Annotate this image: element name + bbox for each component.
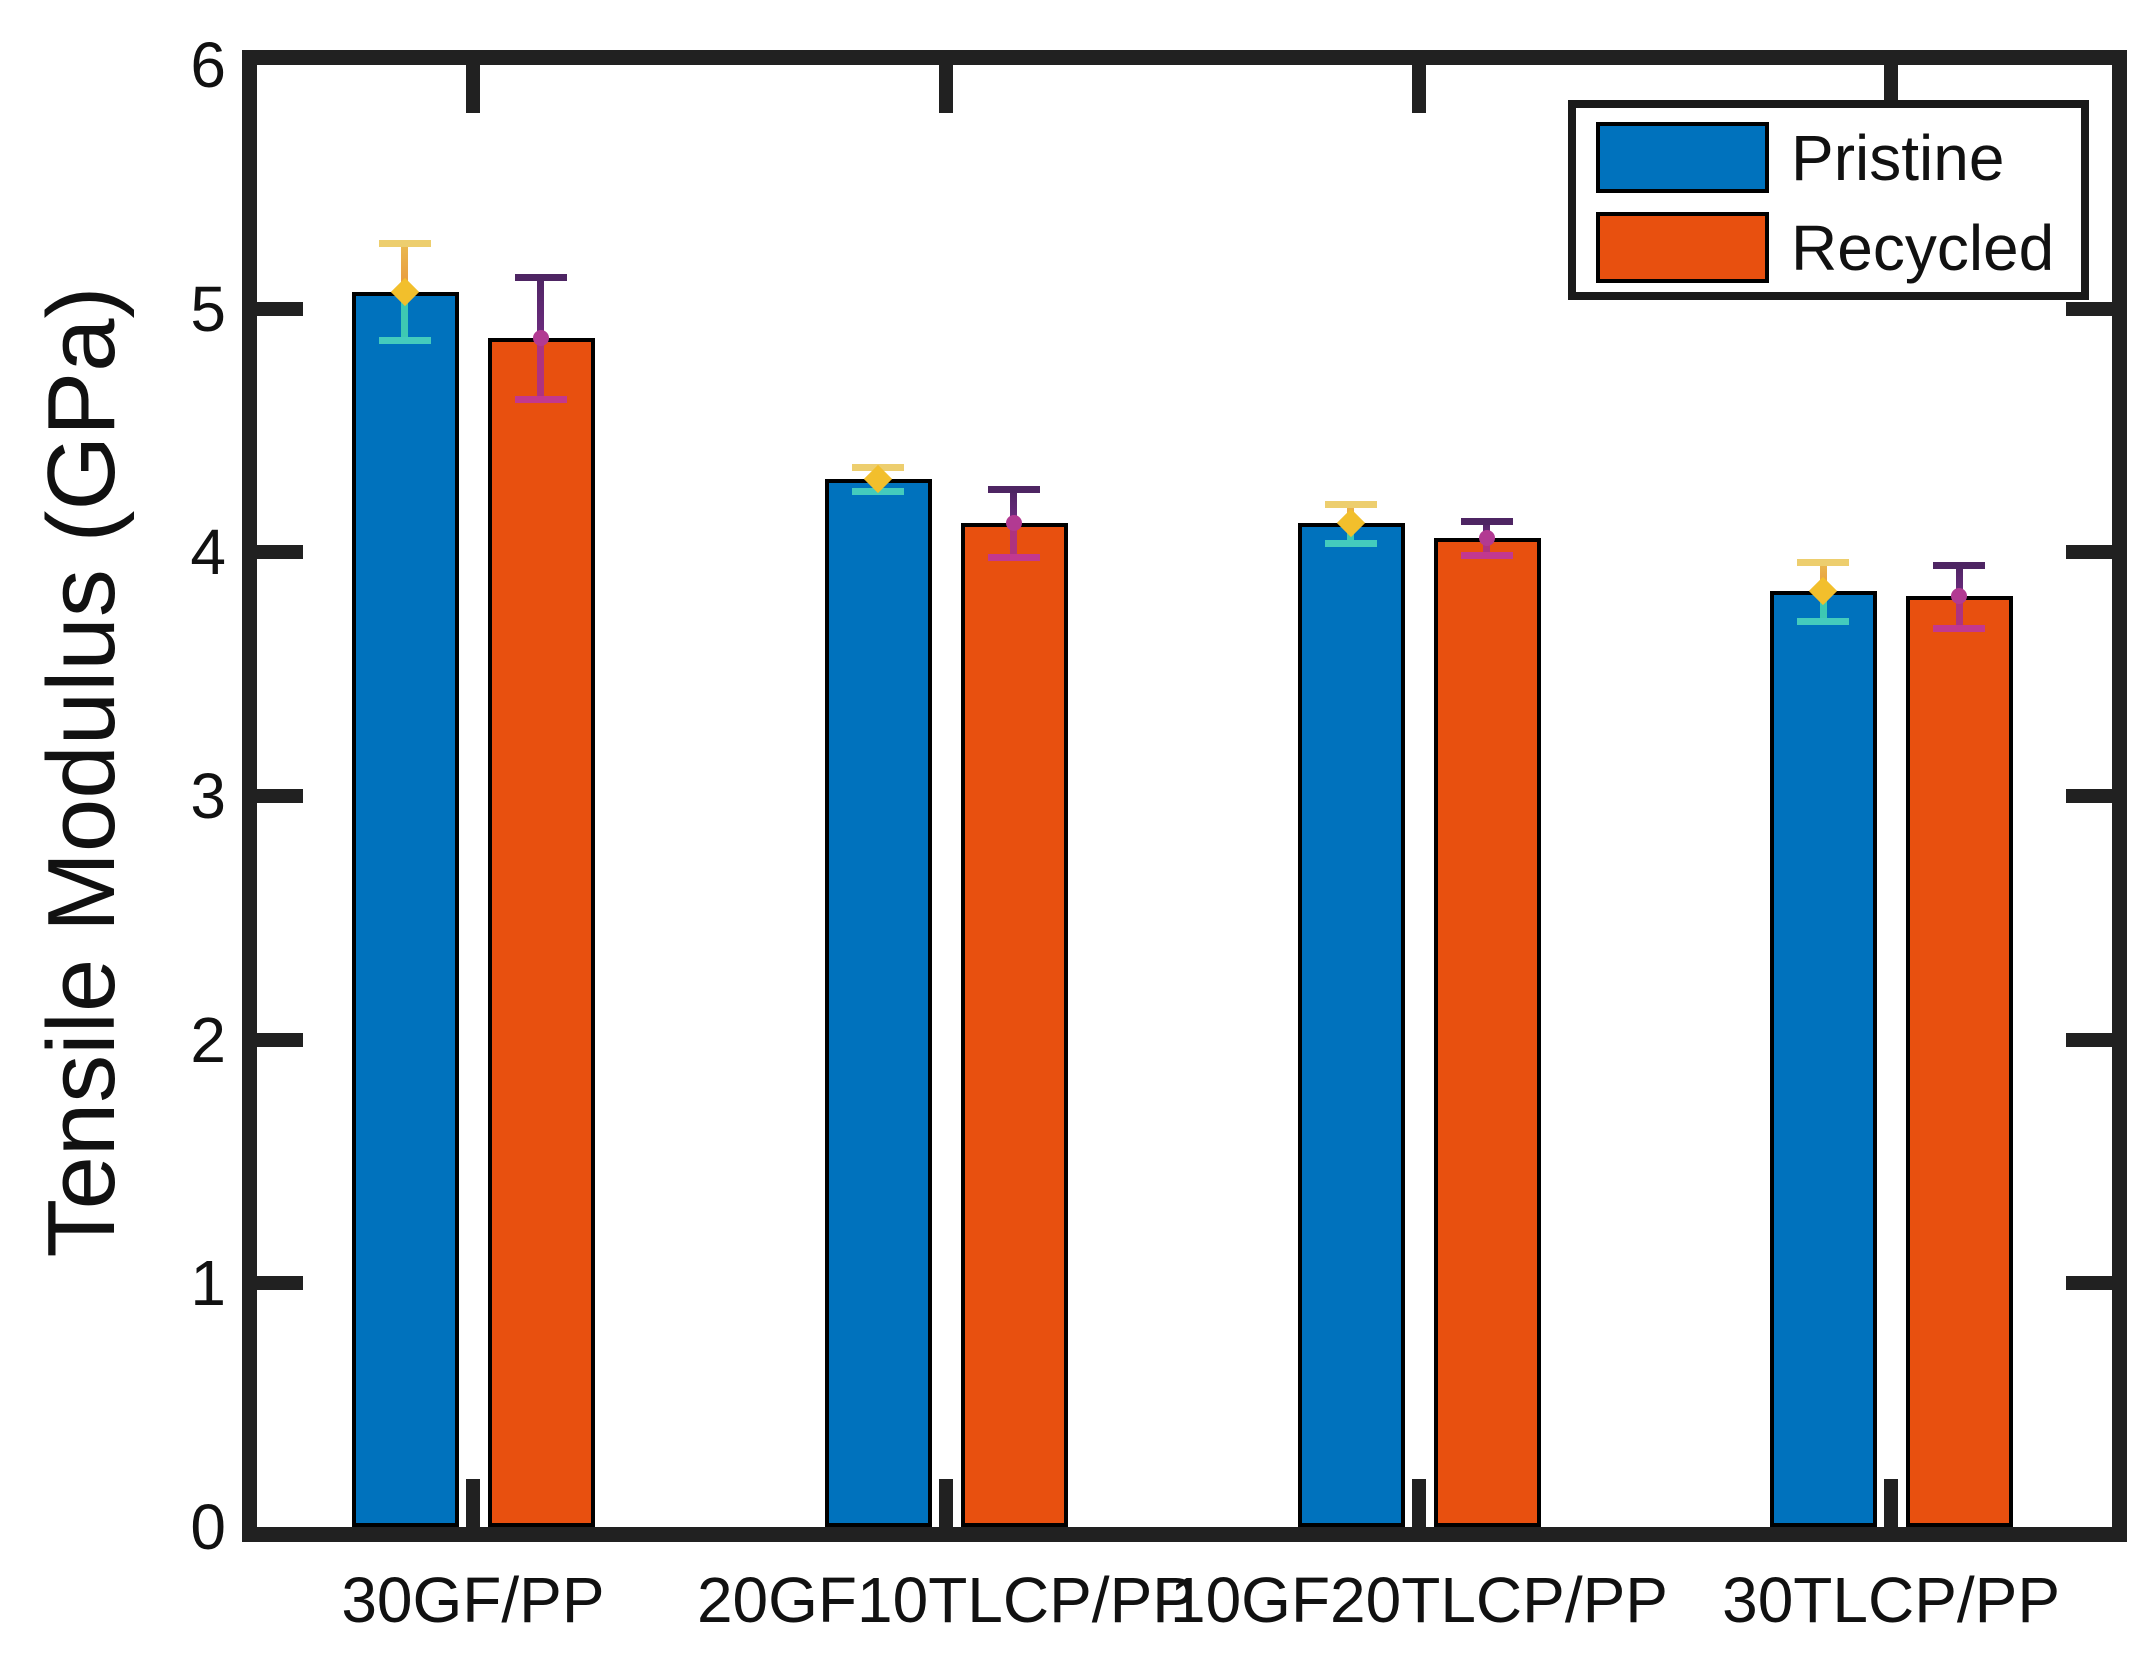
error-stem-upper bbox=[401, 242, 409, 292]
error-cap-bottom bbox=[514, 395, 567, 403]
bar-recycled-30GF/PP bbox=[487, 337, 595, 1527]
x-tick-bottom-1 bbox=[465, 1479, 480, 1527]
x-tick-label-10GF20TLCP/PP: 10GF20TLCP/PP bbox=[1169, 1564, 1668, 1636]
bar-pristine-30TLCP/PP bbox=[1770, 591, 1878, 1527]
error-cap-bottom bbox=[1324, 539, 1377, 547]
legend: Pristine Recycled bbox=[1568, 100, 2089, 300]
y-tick-label-1: 1 bbox=[190, 1247, 226, 1320]
error-cap-top bbox=[514, 273, 567, 281]
x-tick-label-20GF10TLCP/PP: 20GF10TLCP/PP bbox=[696, 1564, 1195, 1636]
error-marker bbox=[1951, 588, 1968, 605]
y-tick-label-2: 2 bbox=[190, 1003, 226, 1076]
y-tick-left-5 bbox=[257, 301, 303, 316]
x-tick-label-30GF/PP: 30GF/PP bbox=[341, 1564, 605, 1636]
error-stem-lower bbox=[1010, 523, 1018, 558]
y-tick-label-4: 4 bbox=[190, 516, 226, 589]
y-tick-right-4 bbox=[2066, 545, 2112, 560]
y-tick-label-6: 6 bbox=[190, 29, 226, 101]
error-stem-lower bbox=[1955, 596, 1963, 628]
error-cap-bottom bbox=[987, 554, 1040, 562]
error-cap-bottom bbox=[378, 337, 431, 345]
bar-pristine-30GF/PP bbox=[351, 291, 459, 1527]
y-tick-left-1 bbox=[257, 1276, 303, 1291]
y-tick-left-4 bbox=[257, 545, 303, 560]
x-tick-top-1 bbox=[465, 65, 480, 113]
error-cap-top bbox=[1460, 517, 1513, 525]
y-tick-right-2 bbox=[2066, 1032, 2112, 1047]
x-tick-bottom-4 bbox=[1884, 1479, 1899, 1527]
x-tick-bottom-2 bbox=[938, 1479, 953, 1527]
error-cap-bottom bbox=[1797, 617, 1850, 625]
error-stem-upper bbox=[537, 276, 545, 338]
error-cap-top bbox=[987, 485, 1040, 493]
error-cap-bottom bbox=[1460, 551, 1513, 559]
bar-recycled-20GF10TLCP/PP bbox=[960, 523, 1068, 1527]
error-stem-upper bbox=[1010, 488, 1018, 524]
legend-swatch-pristine bbox=[1596, 122, 1769, 193]
y-tick-left-3 bbox=[257, 789, 303, 803]
y-tick-right-1 bbox=[2066, 1276, 2112, 1291]
error-cap-top bbox=[1797, 559, 1850, 567]
error-marker bbox=[1478, 529, 1495, 546]
error-marker bbox=[532, 329, 549, 346]
legend-entry-recycled: Recycled bbox=[1596, 211, 2081, 284]
plot-area: Pristine Recycled bbox=[242, 50, 2127, 1542]
bar-pristine-10GF20TLCP/PP bbox=[1297, 523, 1405, 1527]
error-cap-top bbox=[378, 239, 431, 247]
x-tick-bottom-3 bbox=[1411, 1479, 1426, 1527]
y-tick-right-5 bbox=[2066, 301, 2112, 316]
error-cap-top bbox=[1933, 561, 1986, 569]
legend-label-recycled: Recycled bbox=[1791, 211, 2055, 284]
bar-pristine-20GF10TLCP/PP bbox=[824, 479, 932, 1527]
error-marker bbox=[1005, 515, 1022, 532]
x-tick-label-30TLCP/PP: 30TLCP/PP bbox=[1722, 1564, 2061, 1636]
legend-entry-pristine: Pristine bbox=[1596, 121, 2081, 194]
y-tick-right-3 bbox=[2066, 789, 2112, 803]
y-tick-label-5: 5 bbox=[190, 272, 226, 345]
error-stem-lower bbox=[1819, 591, 1827, 621]
x-tick-top-3 bbox=[1411, 65, 1426, 113]
error-stem-lower bbox=[1483, 537, 1491, 555]
bar-recycled-10GF20TLCP/PP bbox=[1433, 537, 1541, 1527]
error-stem-upper bbox=[1955, 564, 1963, 597]
bar-recycled-30TLCP/PP bbox=[1906, 596, 2014, 1527]
error-stem-lower bbox=[401, 291, 409, 341]
y-tick-label-0: 0 bbox=[190, 1491, 226, 1563]
error-stem-upper bbox=[1819, 562, 1827, 592]
legend-label-pristine: Pristine bbox=[1791, 121, 2005, 194]
error-cap-top bbox=[1324, 500, 1377, 508]
x-tick-top-2 bbox=[938, 65, 953, 113]
error-stem-upper bbox=[1483, 520, 1491, 538]
error-stem-lower bbox=[537, 337, 545, 399]
y-tick-left-2 bbox=[257, 1032, 303, 1047]
legend-swatch-recycled bbox=[1596, 212, 1769, 283]
y-tick-label-3: 3 bbox=[190, 760, 226, 832]
error-cap-bottom bbox=[1933, 624, 1986, 632]
